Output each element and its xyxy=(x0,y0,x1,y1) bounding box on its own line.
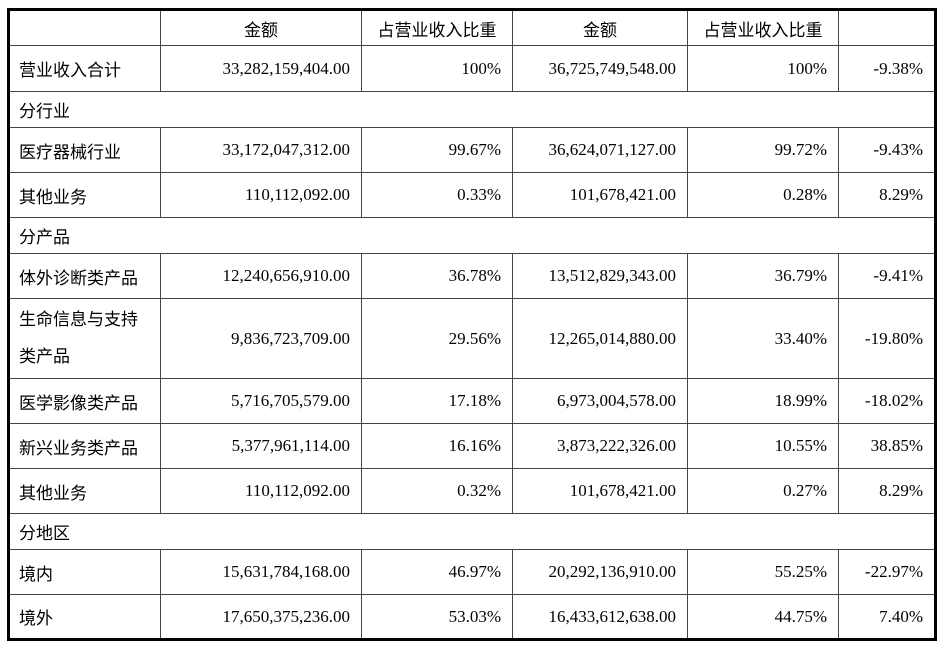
cell-yoy-change: -9.43% xyxy=(838,127,936,173)
cell-amount-2: 36,624,071,127.00 xyxy=(512,127,688,173)
cell-ratio-2: 100% xyxy=(687,45,839,92)
cell-yoy-change: -22.97% xyxy=(838,549,936,596)
cell-ratio-2: 36.79% xyxy=(687,253,839,299)
section-divider-row: 分产品 xyxy=(8,217,936,254)
section-divider-row: 分地区 xyxy=(8,513,936,551)
header-row: 金额 占营业收入比重 金额 占营业收入比重 xyxy=(8,9,936,46)
cell-ratio-1: 0.32% xyxy=(361,468,513,515)
cell-ratio-1: 36.78% xyxy=(361,253,513,299)
cell-amount-2: 20,292,136,910.00 xyxy=(512,549,688,596)
cell-amount-2: 6,973,004,578.00 xyxy=(512,378,688,425)
table-row: 其他业务 110,112,092.00 0.33% 101,678,421.00 0.2… xyxy=(8,172,936,218)
cell-ratio-1: 0.33% xyxy=(361,172,513,218)
cell-amount-1: 33,172,047,312.00 xyxy=(160,127,362,173)
header-amount-1: 金额 xyxy=(160,9,362,46)
cell-ratio-1: 16.16% xyxy=(361,423,513,470)
table-row: 医学影像类产品 5,716,705,579.00 17.18% 6,973,004,5… xyxy=(8,378,936,425)
table-row: 生命信息与支持类产品 9,836,723,709.00 29.56% 12,265,0… xyxy=(8,297,936,380)
header-amount-2: 金额 xyxy=(512,9,688,46)
section-label: 分地区 xyxy=(8,513,936,551)
row-label: 生命信息与支持类产品 xyxy=(8,297,161,380)
table-row: 新兴业务类产品 5,377,961,114.00 16.16% 3,873,222,3… xyxy=(8,423,936,470)
header-corner-cell xyxy=(8,9,161,46)
cell-amount-2: 13,512,829,343.00 xyxy=(512,253,688,299)
table-row: 境内 15,631,784,168.00 46.97% 20,292,136,910.… xyxy=(8,549,936,596)
row-label: 医疗器械行业 xyxy=(8,127,161,173)
section-divider-row: 分行业 xyxy=(8,91,936,128)
row-label: 境内 xyxy=(8,549,161,596)
row-label: 营业收入合计 xyxy=(8,45,161,92)
revenue-breakdown-table: 金额 占营业收入比重 金额 占营业收入比重 营业收入合计 33,282,159,4… xyxy=(7,8,937,642)
table-header: 金额 占营业收入比重 金额 占营业收入比重 xyxy=(8,9,936,46)
cell-ratio-2: 10.55% xyxy=(687,423,839,470)
header-ratio-2: 占营业收入比重 xyxy=(687,9,839,46)
cell-yoy-change: 7.40% xyxy=(838,594,936,641)
cell-ratio-2: 44.75% xyxy=(687,594,839,641)
cell-amount-2: 101,678,421.00 xyxy=(512,468,688,515)
cell-amount-2: 3,873,222,326.00 xyxy=(512,423,688,470)
cell-ratio-2: 55.25% xyxy=(687,549,839,596)
cell-amount-1: 12,240,656,910.00 xyxy=(160,253,362,299)
cell-amount-2: 101,678,421.00 xyxy=(512,172,688,218)
section-label: 分行业 xyxy=(8,91,936,128)
cell-amount-1: 5,716,705,579.00 xyxy=(160,378,362,425)
cell-ratio-2: 0.27% xyxy=(687,468,839,515)
cell-ratio-1: 46.97% xyxy=(361,549,513,596)
row-label: 体外诊断类产品 xyxy=(8,253,161,299)
cell-amount-2: 12,265,014,880.00 xyxy=(512,297,688,380)
table-row: 医疗器械行业 33,172,047,312.00 99.67% 36,624,071,… xyxy=(8,127,936,173)
header-ratio-1: 占营业收入比重 xyxy=(361,9,513,46)
cell-yoy-change: -9.41% xyxy=(838,253,936,299)
cell-amount-2: 16,433,612,638.00 xyxy=(512,594,688,641)
row-label: 医学影像类产品 xyxy=(8,378,161,425)
cell-amount-1: 110,112,092.00 xyxy=(160,468,362,515)
cell-ratio-1: 29.56% xyxy=(361,297,513,380)
cell-ratio-2: 33.40% xyxy=(687,297,839,380)
cell-amount-1: 9,836,723,709.00 xyxy=(160,297,362,380)
table-body: 营业收入合计 33,282,159,404.00 100% 36,725,749,54… xyxy=(8,45,936,641)
cell-ratio-1: 17.18% xyxy=(361,378,513,425)
cell-ratio-2: 99.72% xyxy=(687,127,839,173)
table-row: 境外 17,650,375,236.00 53.03% 16,433,612,638.… xyxy=(8,594,936,641)
cell-amount-1: 17,650,375,236.00 xyxy=(160,594,362,641)
row-label: 其他业务 xyxy=(8,172,161,218)
cell-yoy-change: -9.38% xyxy=(838,45,936,92)
cell-amount-1: 110,112,092.00 xyxy=(160,172,362,218)
cell-amount-1: 33,282,159,404.00 xyxy=(160,45,362,92)
table-row: 体外诊断类产品 12,240,656,910.00 36.78% 13,512,829… xyxy=(8,253,936,299)
cell-ratio-2: 18.99% xyxy=(687,378,839,425)
cell-yoy-change: 8.29% xyxy=(838,172,936,218)
header-change-cell xyxy=(838,9,936,46)
row-label: 新兴业务类产品 xyxy=(8,423,161,470)
cell-ratio-1: 53.03% xyxy=(361,594,513,641)
row-label: 其他业务 xyxy=(8,468,161,515)
cell-amount-1: 5,377,961,114.00 xyxy=(160,423,362,470)
cell-ratio-1: 100% xyxy=(361,45,513,92)
section-label: 分产品 xyxy=(8,217,936,254)
cell-yoy-change: 8.29% xyxy=(838,468,936,515)
table-row: 营业收入合计 33,282,159,404.00 100% 36,725,749,54… xyxy=(8,45,936,92)
cell-yoy-change: 38.85% xyxy=(838,423,936,470)
cell-yoy-change: -19.80% xyxy=(838,297,936,380)
cell-amount-2: 36,725,749,548.00 xyxy=(512,45,688,92)
table-row: 其他业务 110,112,092.00 0.32% 101,678,421.00 0.2… xyxy=(8,468,936,515)
cell-ratio-2: 0.28% xyxy=(687,172,839,218)
cell-ratio-1: 99.67% xyxy=(361,127,513,173)
cell-amount-1: 15,631,784,168.00 xyxy=(160,549,362,596)
cell-yoy-change: -18.02% xyxy=(838,378,936,425)
row-label: 境外 xyxy=(8,594,161,641)
